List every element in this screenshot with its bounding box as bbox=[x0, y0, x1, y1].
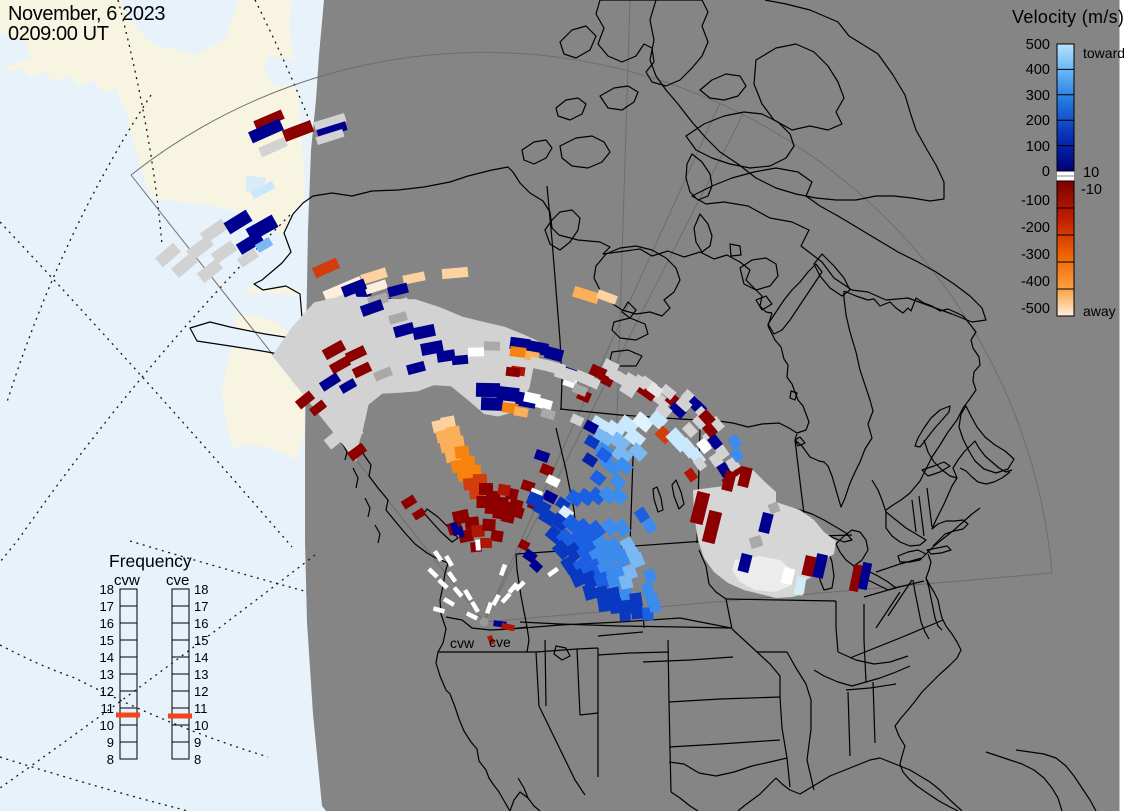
svg-text:Velocity (m/s): Velocity (m/s) bbox=[1012, 7, 1124, 27]
svg-text:8: 8 bbox=[194, 752, 201, 767]
svg-text:16: 16 bbox=[194, 616, 208, 631]
svg-text:12: 12 bbox=[100, 684, 114, 699]
svg-text:10: 10 bbox=[1083, 165, 1099, 181]
svg-text:18: 18 bbox=[100, 582, 114, 597]
svg-text:400: 400 bbox=[1026, 62, 1050, 78]
svg-text:10: 10 bbox=[194, 718, 208, 733]
svg-text:13: 13 bbox=[100, 667, 114, 682]
svg-text:cvw: cvw bbox=[114, 572, 140, 589]
svg-text:15: 15 bbox=[100, 633, 114, 648]
svg-text:-200: -200 bbox=[1021, 220, 1050, 236]
svg-text:Frequency: Frequency bbox=[109, 551, 192, 571]
svg-text:300: 300 bbox=[1026, 88, 1050, 104]
svg-text:14: 14 bbox=[100, 650, 114, 665]
svg-text:away: away bbox=[1083, 303, 1116, 319]
svg-text:18: 18 bbox=[194, 582, 208, 597]
svg-text:toward: toward bbox=[1083, 45, 1124, 61]
svg-text:100: 100 bbox=[1026, 139, 1050, 155]
svg-text:-100: -100 bbox=[1021, 193, 1050, 209]
svg-text:12: 12 bbox=[194, 684, 208, 699]
svg-text:-400: -400 bbox=[1021, 274, 1050, 290]
svg-text:14: 14 bbox=[194, 650, 208, 665]
svg-text:November, 6 2023: November, 6 2023 bbox=[8, 3, 165, 25]
svg-text:11: 11 bbox=[194, 701, 208, 716]
svg-text:0: 0 bbox=[1042, 164, 1050, 180]
svg-text:8: 8 bbox=[107, 752, 114, 767]
svg-text:cve: cve bbox=[166, 572, 189, 589]
svg-text:cve: cve bbox=[489, 634, 511, 650]
svg-text:17: 17 bbox=[100, 599, 114, 614]
svg-text:10: 10 bbox=[100, 718, 114, 733]
svg-text:9: 9 bbox=[107, 735, 114, 750]
svg-text:0209:00 UT: 0209:00 UT bbox=[8, 23, 109, 45]
svg-text:-500: -500 bbox=[1021, 301, 1050, 317]
svg-text:-300: -300 bbox=[1021, 247, 1050, 263]
svg-text:17: 17 bbox=[194, 599, 208, 614]
svg-text:13: 13 bbox=[194, 667, 208, 682]
svg-text:-10: -10 bbox=[1081, 182, 1102, 198]
svg-text:200: 200 bbox=[1026, 113, 1050, 129]
svg-text:500: 500 bbox=[1026, 37, 1050, 53]
svg-text:16: 16 bbox=[100, 616, 114, 631]
svg-text:11: 11 bbox=[101, 701, 115, 716]
svg-text:9: 9 bbox=[194, 735, 201, 750]
svg-text:15: 15 bbox=[194, 633, 208, 648]
svg-text:cvw: cvw bbox=[450, 635, 475, 651]
